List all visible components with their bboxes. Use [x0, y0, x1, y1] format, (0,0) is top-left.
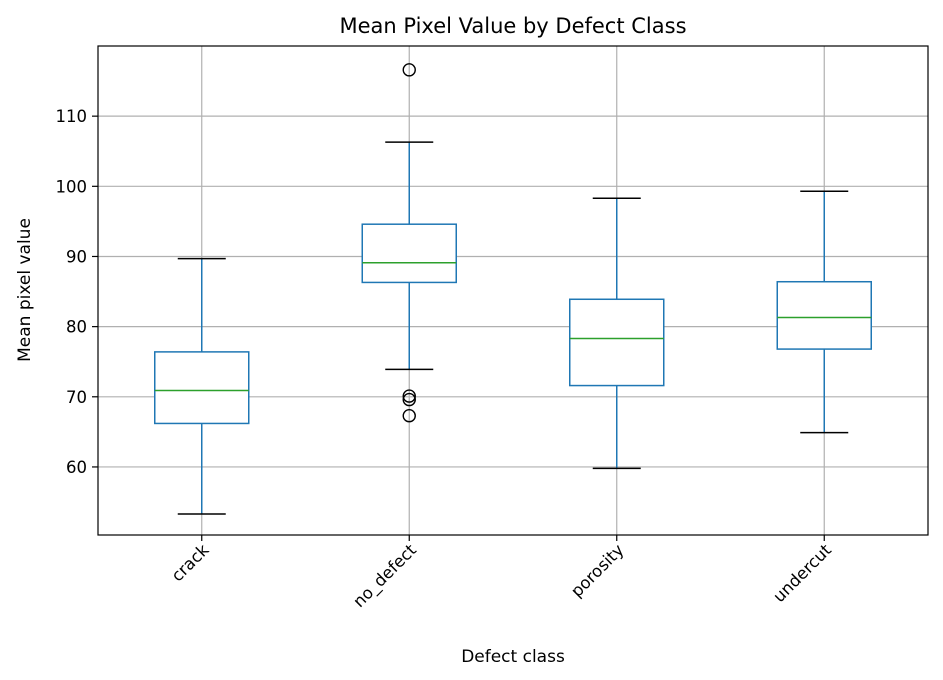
- box-porosity: [569, 197, 665, 470]
- x-tick-label: no_defect: [349, 540, 421, 612]
- y-tick-label: 60: [66, 458, 87, 477]
- outlier-point: [402, 63, 416, 77]
- box-crack: [154, 257, 250, 515]
- y-tick-label: 110: [56, 107, 88, 126]
- iqr-box: [361, 223, 457, 284]
- x-tick-label: porosity: [567, 540, 628, 601]
- x-tick-label: crack: [168, 540, 213, 585]
- box-undercut: [776, 190, 872, 434]
- outlier-point: [402, 409, 416, 423]
- y-tick-label: 70: [66, 388, 87, 407]
- outlier-point: [402, 392, 416, 407]
- y-tick-label: 90: [66, 247, 87, 266]
- box-series: [154, 63, 872, 515]
- box-no_defect: [361, 63, 457, 423]
- x-axis-ticks: crack no_defect porosity undercut: [168, 535, 835, 612]
- iqr-box: [776, 280, 872, 350]
- plot-area-frame: [97, 45, 929, 536]
- x-tick-label: undercut: [769, 540, 835, 606]
- outlier-point: [402, 389, 416, 403]
- y-tick-label: 100: [56, 177, 88, 196]
- iqr-box: [154, 351, 250, 425]
- chart-title: Mean Pixel Value by Defect Class: [339, 14, 686, 38]
- y-tick-label: 80: [66, 318, 87, 337]
- y-axis-ticks: 60 70 80 90 100 110: [56, 107, 98, 477]
- iqr-box: [569, 298, 665, 387]
- x-axis-label: Defect class: [461, 647, 565, 667]
- y-axis-label: Mean pixel value: [15, 218, 35, 362]
